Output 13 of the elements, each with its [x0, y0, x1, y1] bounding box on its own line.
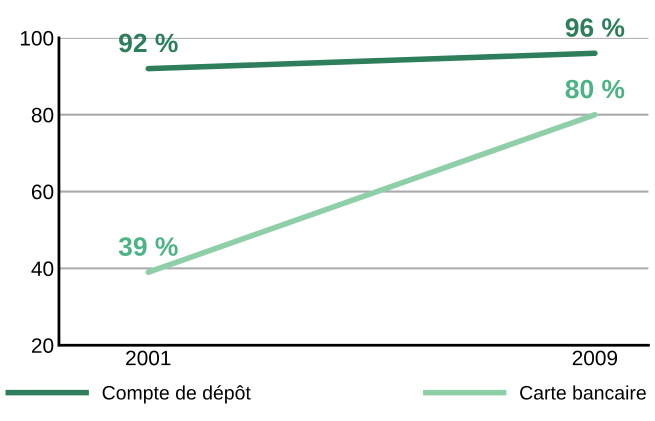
y-tick-label: 80: [32, 108, 54, 122]
y-tick-label: 100: [20, 30, 54, 46]
legend-label: Carte bancaire: [520, 385, 646, 400]
data-label: 92 %: [119, 34, 178, 52]
data-label: 80 %: [566, 80, 624, 98]
x-tick-label: 2009: [572, 350, 618, 366]
legend-label: Compte de dépôt: [102, 385, 251, 404]
data-label: 96 %: [566, 18, 624, 37]
y-tick-label: 60: [32, 184, 54, 200]
data-label: 39 %: [118, 237, 178, 256]
x-tick-label: 2001: [126, 350, 170, 366]
y-tick-label: 20: [32, 338, 54, 353]
y-tick-label: 40: [31, 261, 54, 276]
